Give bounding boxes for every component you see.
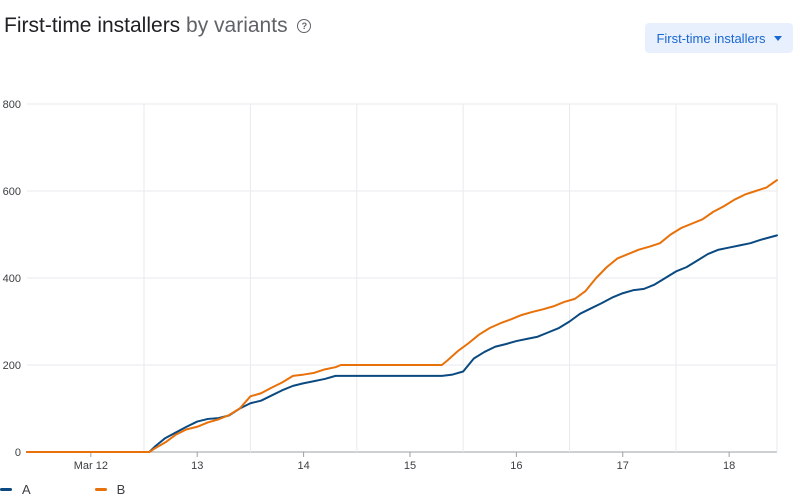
x-tick-label-4: 16 <box>510 460 522 472</box>
y-tick-label-0: 0 <box>15 447 21 459</box>
series-line-b[interactable] <box>26 179 778 453</box>
metric-dropdown-label: First-time installers <box>656 30 766 46</box>
chart-title: First-time installers by variants ? <box>4 14 312 38</box>
legend-label-b: B <box>116 482 126 497</box>
y-tick-label-400: 400 <box>3 273 21 285</box>
x-tick-label-6: 18 <box>723 460 735 472</box>
series-line-a[interactable] <box>26 234 778 453</box>
metric-dropdown[interactable]: First-time installers <box>645 23 793 53</box>
grid-layer <box>27 103 778 453</box>
legend: A B <box>0 482 125 497</box>
title-main: First-time installers <box>4 14 181 37</box>
axis-layer: 0 200 400 600 800 Mar 12 13 14 15 16 17 18 <box>3 99 736 472</box>
title-sub: by variants <box>186 14 288 37</box>
series-layer <box>26 179 778 453</box>
y-tick-label-800: 800 <box>3 99 21 111</box>
legend-label-a: A <box>22 482 31 497</box>
legend-swatch-a <box>0 488 12 491</box>
legend-swatch-b <box>94 488 107 491</box>
x-tick-label-3: 15 <box>404 460 416 472</box>
caret-down-icon <box>773 35 782 41</box>
y-tick-label-200: 200 <box>3 360 21 372</box>
help-circle-icon[interactable]: ? <box>297 19 312 33</box>
x-tick-label-0: Mar 12 <box>74 460 108 472</box>
legend-item-b[interactable]: B <box>94 482 126 497</box>
y-tick-label-600: 600 <box>3 186 21 198</box>
x-tick-label-5: 17 <box>617 460 629 472</box>
x-tick-label-1: 13 <box>191 460 203 472</box>
x-tick-label-2: 14 <box>297 460 309 472</box>
legend-item-a[interactable]: A <box>0 482 31 497</box>
chart-area: 0 200 400 600 800 Mar 12 13 14 15 16 17 18 <box>3 99 778 472</box>
